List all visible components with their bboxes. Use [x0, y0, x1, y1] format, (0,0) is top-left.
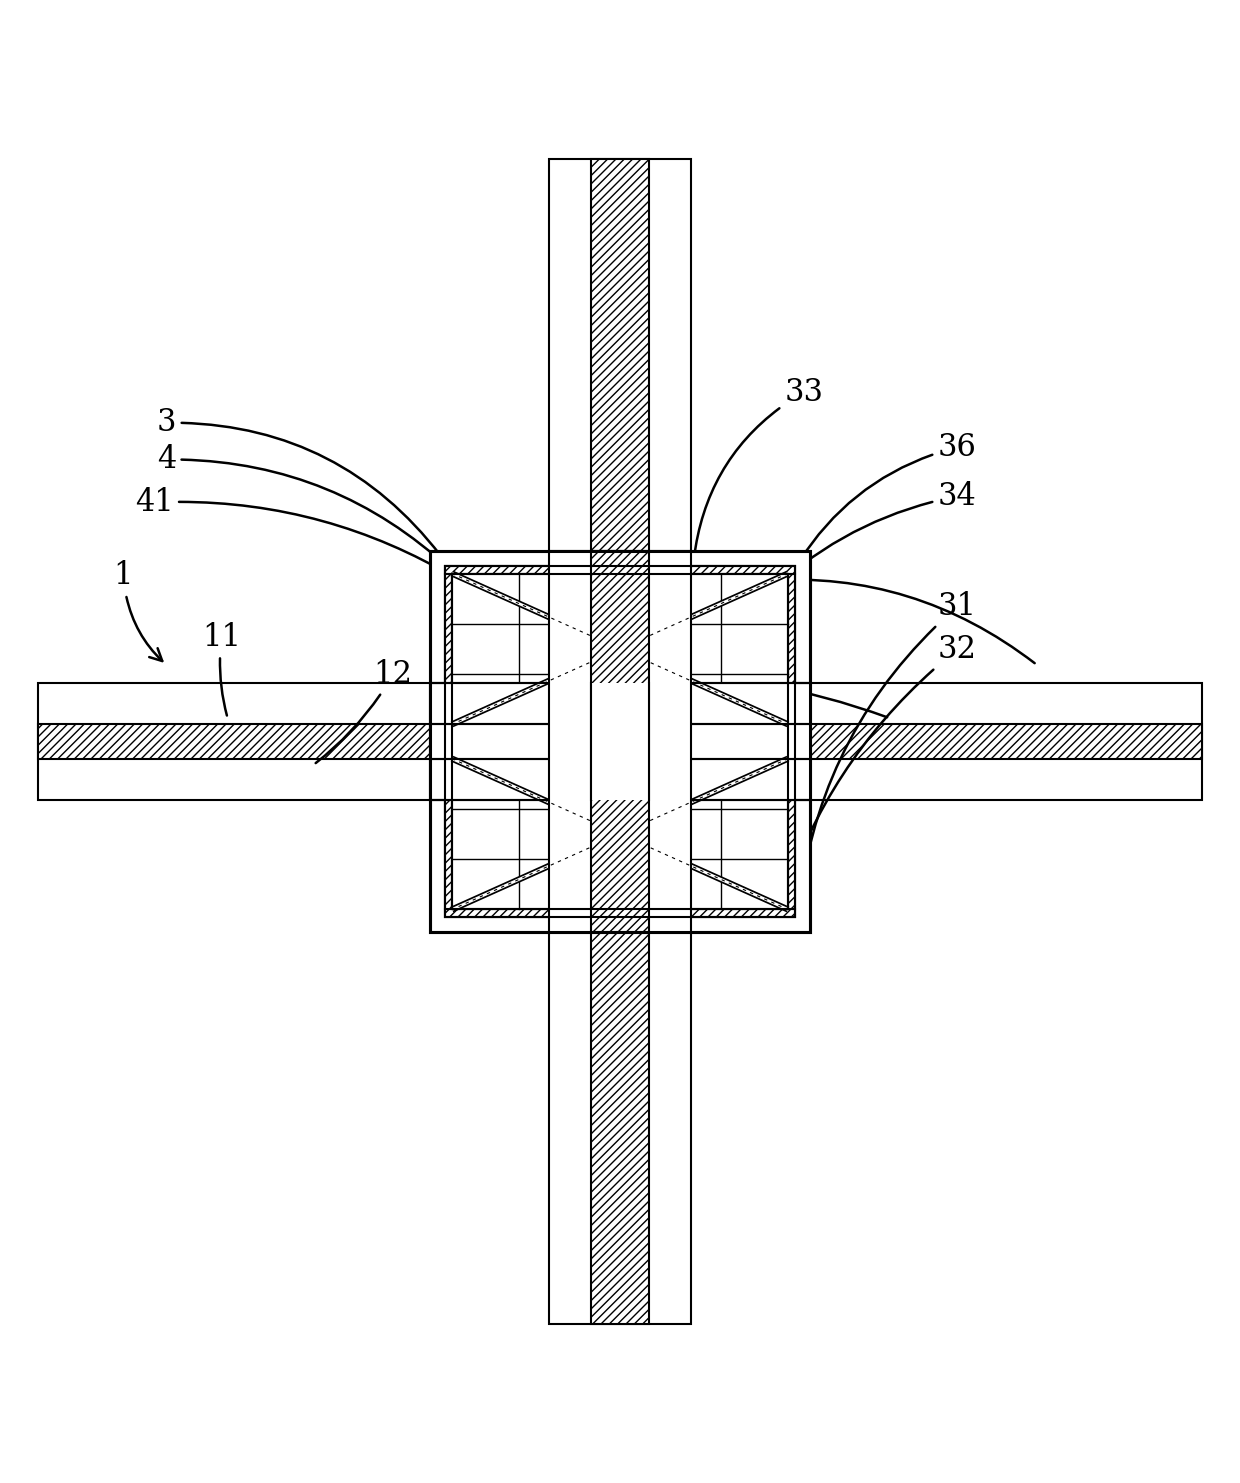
Bar: [445, 567, 795, 574]
Text: 4: 4: [156, 443, 450, 569]
Text: 11: 11: [202, 621, 241, 715]
Text: 1: 1: [114, 561, 162, 661]
Text: 31: 31: [799, 592, 977, 916]
Bar: [549, 931, 691, 1324]
Bar: [590, 159, 650, 552]
Bar: [810, 724, 1203, 759]
Bar: [549, 552, 691, 931]
Bar: [590, 931, 650, 1324]
Text: 34: 34: [765, 480, 977, 596]
Text: 22: 22: [515, 635, 776, 764]
Bar: [445, 909, 795, 916]
Text: 21: 21: [588, 658, 887, 718]
Bar: [590, 684, 650, 799]
Bar: [430, 552, 810, 931]
Bar: [430, 684, 810, 799]
Bar: [37, 724, 430, 759]
Bar: [445, 567, 795, 916]
Bar: [430, 552, 810, 931]
Text: 3: 3: [156, 408, 440, 555]
Bar: [445, 574, 453, 909]
Bar: [787, 574, 795, 909]
Text: 32: 32: [782, 635, 977, 900]
Text: 12: 12: [316, 658, 413, 764]
Bar: [37, 684, 430, 799]
Text: 41: 41: [135, 486, 456, 578]
Bar: [453, 574, 787, 909]
Bar: [430, 724, 810, 759]
Bar: [590, 552, 650, 931]
Bar: [810, 684, 1203, 799]
Text: 33: 33: [694, 377, 823, 559]
Bar: [453, 574, 787, 909]
Bar: [445, 567, 795, 916]
Text: 2: 2: [739, 567, 1034, 663]
Bar: [549, 159, 691, 552]
Text: 36: 36: [800, 432, 977, 562]
